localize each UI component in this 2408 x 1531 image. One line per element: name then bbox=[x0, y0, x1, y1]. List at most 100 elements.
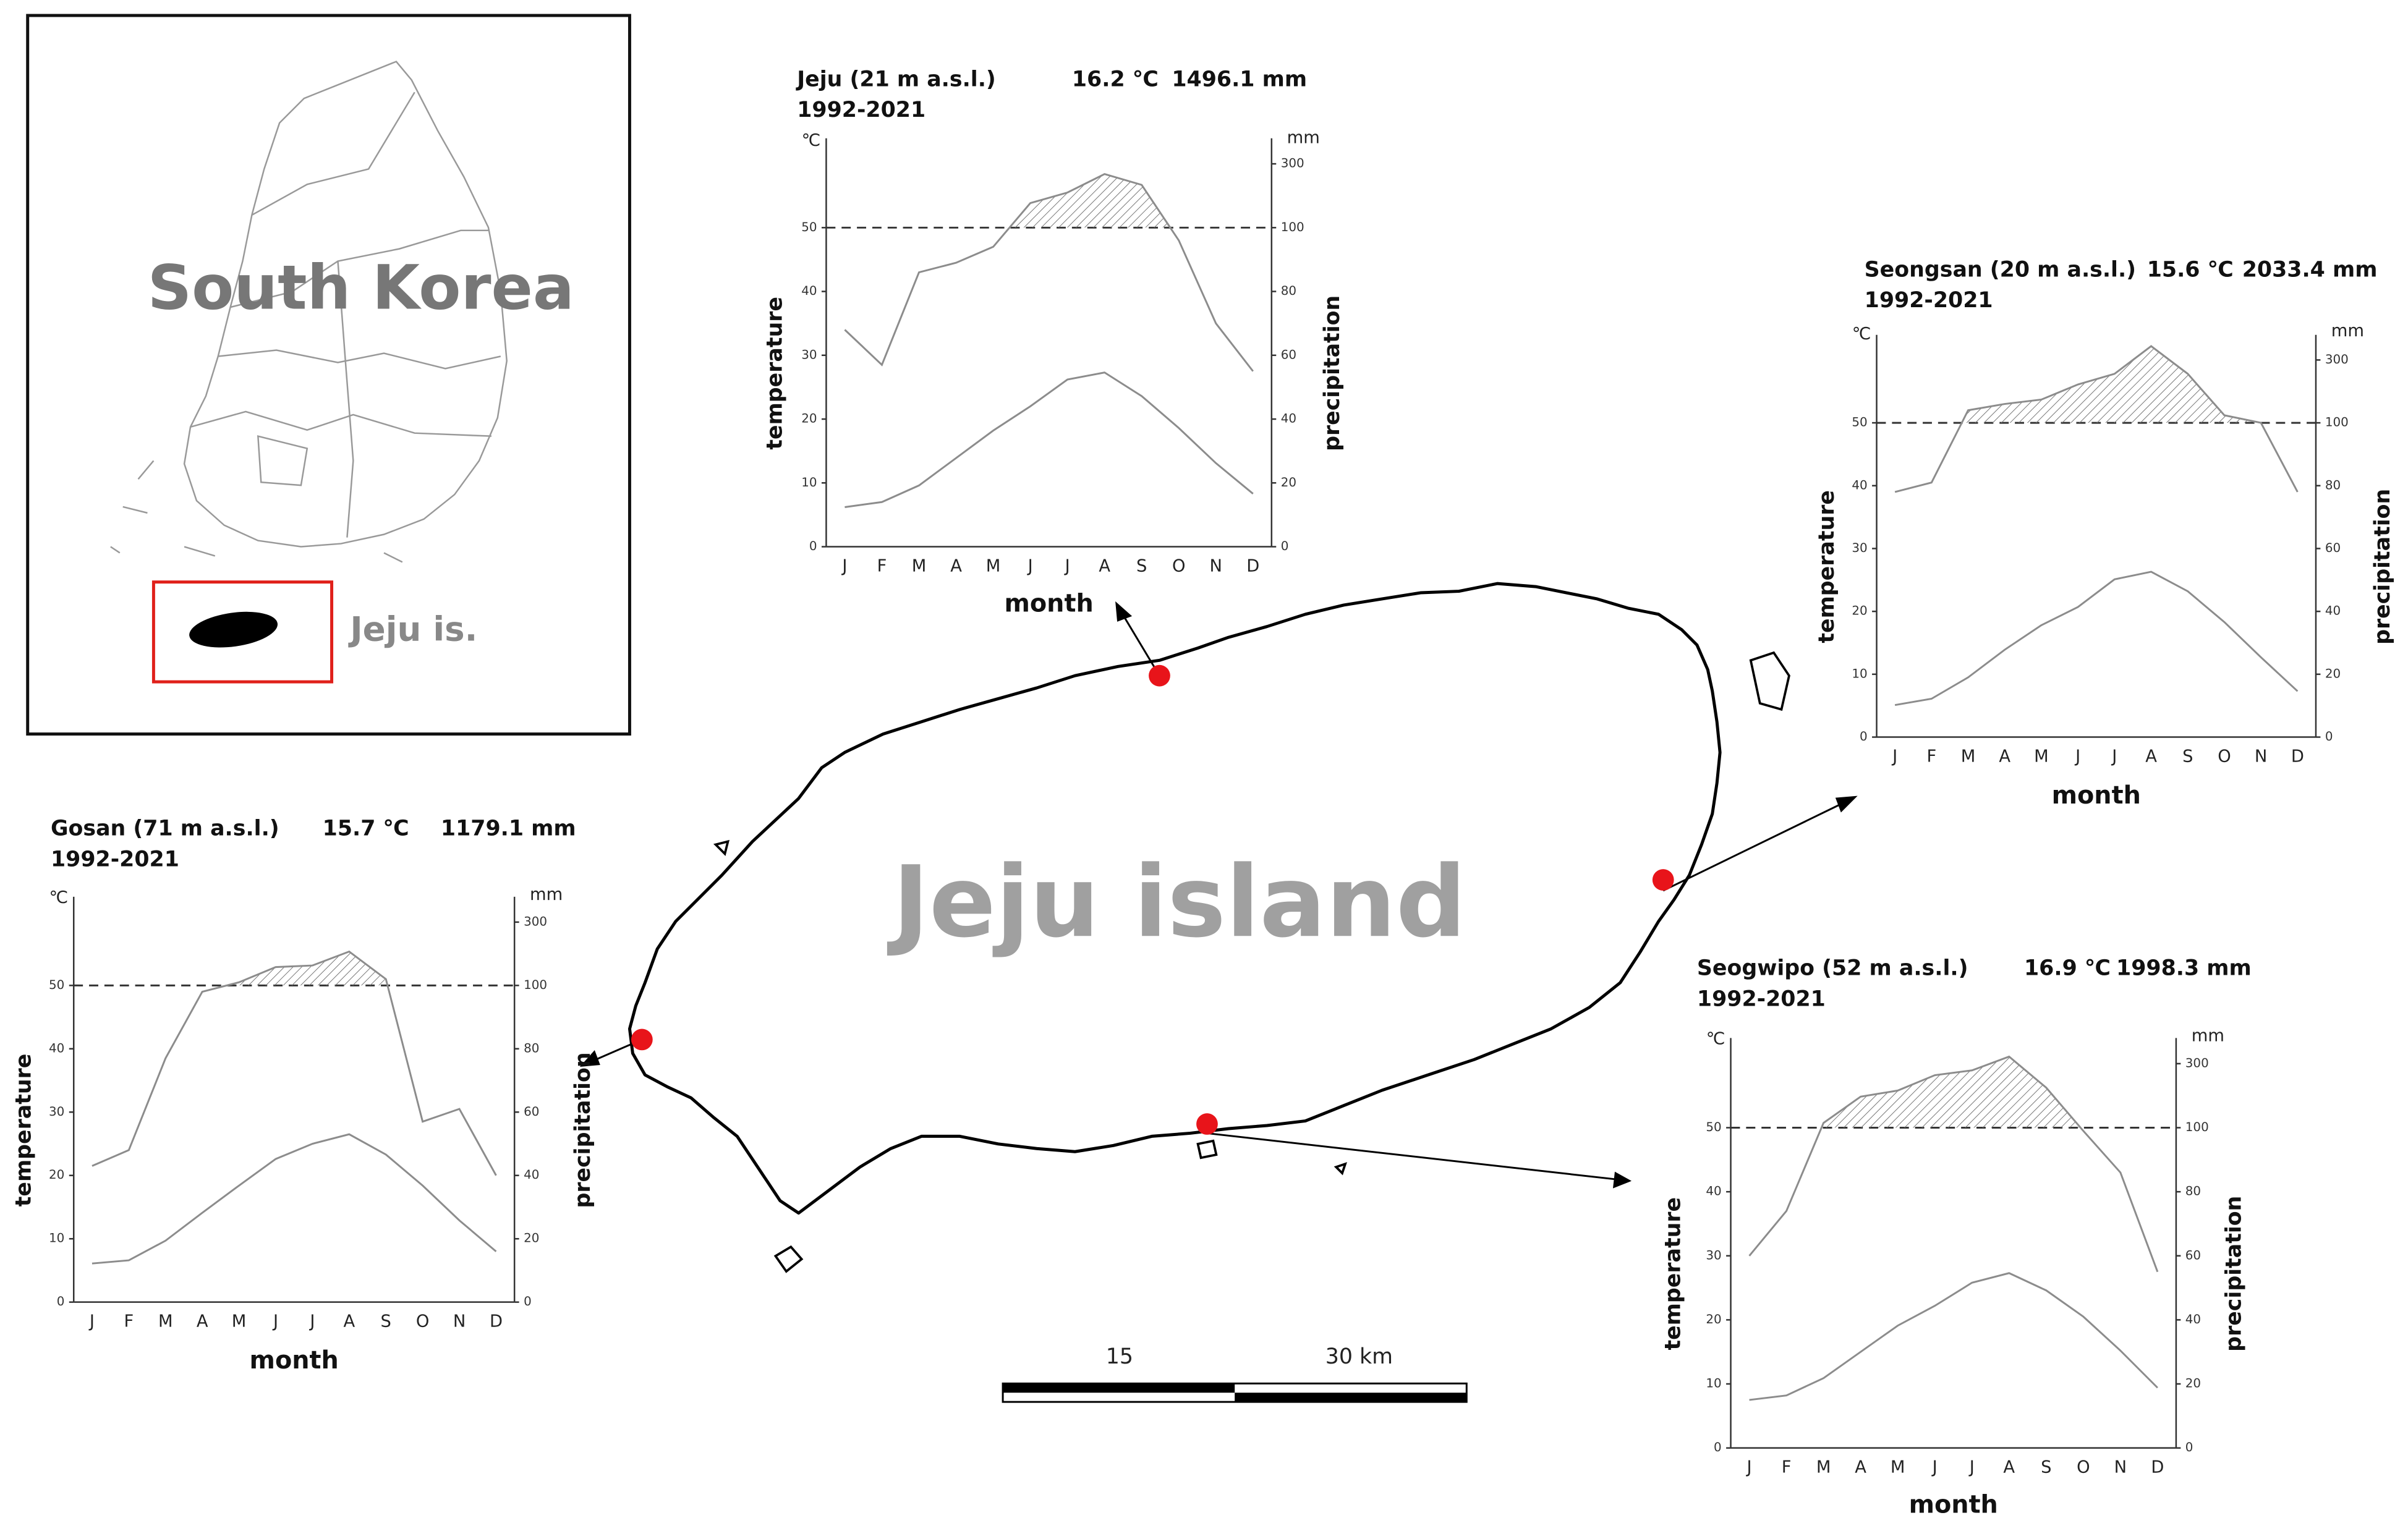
y2-tick-label: 60 bbox=[524, 1105, 539, 1119]
annotation: 1998.3 mm bbox=[2116, 956, 2252, 981]
x-tick-label: J bbox=[308, 1312, 315, 1331]
y-tick-label: 50 bbox=[1852, 415, 1867, 430]
annotation: 1179.1 mm bbox=[441, 816, 576, 841]
precipitation-line bbox=[1748, 1055, 2159, 1273]
y-tick-label: 30 bbox=[1706, 1248, 1721, 1262]
annotation: 15.6 ℃ bbox=[2147, 257, 2234, 282]
annotation: 16.2 ℃ bbox=[1072, 67, 1159, 91]
y2-tick-label: 0 bbox=[1281, 539, 1289, 553]
x-tick-label: S bbox=[381, 1312, 391, 1331]
y-axis-label: temperature bbox=[762, 297, 787, 450]
y2-tick-label: 0 bbox=[524, 1294, 532, 1308]
y2-tick-label: 20 bbox=[2325, 666, 2341, 681]
x-tick-label: D bbox=[2291, 747, 2304, 766]
x-tick-label: M bbox=[1891, 1457, 1905, 1477]
x-tick-label: J bbox=[2074, 747, 2080, 766]
x-tick-label: J bbox=[1968, 1457, 1975, 1477]
y-tick-label: 10 bbox=[49, 1231, 64, 1245]
y2-tick-label: 80 bbox=[2185, 1184, 2201, 1198]
x-tick-label: J bbox=[88, 1312, 95, 1331]
islets bbox=[713, 651, 1790, 1273]
x-axis-label: month bbox=[250, 1346, 339, 1375]
y-tick-label: 40 bbox=[1852, 478, 1867, 492]
annotation: 2033.4 mm bbox=[2242, 257, 2378, 282]
x-tick-label: A bbox=[2145, 747, 2157, 766]
x-tick-label: A bbox=[950, 556, 962, 575]
x-tick-label: F bbox=[877, 556, 887, 575]
chart-title: Jeju (21 m a.s.l.) bbox=[796, 67, 996, 91]
x-tick-label: J bbox=[2111, 747, 2117, 766]
y2-unit: mm bbox=[530, 885, 563, 904]
x-tick-label: J bbox=[841, 556, 847, 575]
y2-tick-label: 20 bbox=[524, 1231, 539, 1245]
y-tick-label: 20 bbox=[1706, 1312, 1721, 1326]
climate-diagram: Jeju (21 m a.s.l.) 1992-2021 16.2 ℃ 1496.1 … bbox=[762, 67, 1345, 617]
x-tick-label: J bbox=[1064, 556, 1070, 575]
y2-tick-label: 100 bbox=[2185, 1120, 2209, 1134]
humid-area bbox=[1895, 346, 2298, 423]
x-tick-label: F bbox=[1926, 747, 1936, 766]
y-tick-label: 0 bbox=[1860, 729, 1868, 744]
y2-tick-label: 300 bbox=[2185, 1056, 2209, 1070]
y2-tick-label: 0 bbox=[2325, 729, 2333, 744]
x-axis-label: month bbox=[2052, 781, 2141, 810]
x-tick-label: M bbox=[986, 556, 1001, 575]
y2-tick-label: 80 bbox=[524, 1041, 539, 1055]
y2-tick-label: 40 bbox=[524, 1168, 539, 1182]
x-tick-label: A bbox=[343, 1312, 355, 1331]
x-tick-label: A bbox=[1999, 747, 2010, 766]
x-tick-label: D bbox=[1246, 556, 1259, 575]
y-axis-label: temperature bbox=[1661, 1197, 1686, 1351]
x-tick-label: A bbox=[2003, 1457, 2015, 1477]
y-tick-label: 30 bbox=[1852, 541, 1867, 555]
x-tick-label: S bbox=[2041, 1457, 2051, 1477]
y-unit: ℃ bbox=[49, 888, 68, 907]
y-tick-label: 50 bbox=[1706, 1120, 1721, 1134]
y-tick-label: 10 bbox=[801, 475, 817, 490]
y-tick-label: 20 bbox=[801, 412, 817, 426]
annotation: 15.7 ℃ bbox=[323, 816, 409, 841]
y2-tick-label: 60 bbox=[2325, 541, 2341, 555]
humid-area bbox=[1749, 1056, 2158, 1128]
precipitation-line bbox=[91, 950, 497, 1176]
y2-tick-label: 0 bbox=[2185, 1440, 2193, 1454]
inset-highlight bbox=[151, 580, 334, 684]
y2-tick-label: 100 bbox=[524, 978, 547, 992]
x-tick-label: F bbox=[124, 1312, 134, 1331]
y-tick-label: 0 bbox=[57, 1294, 65, 1308]
annotation: 16.9 ℃ bbox=[2024, 956, 2111, 981]
y2-unit: mm bbox=[1287, 128, 1320, 147]
x-tick-label: S bbox=[2182, 747, 2193, 766]
y-tick-label: 30 bbox=[49, 1105, 64, 1119]
y-tick-label: 40 bbox=[801, 284, 817, 298]
x-tick-label: N bbox=[2114, 1457, 2127, 1477]
x-tick-label: M bbox=[2034, 747, 2049, 766]
y-unit: ℃ bbox=[802, 131, 821, 150]
x-tick-label: S bbox=[1136, 556, 1147, 575]
x-tick-label: J bbox=[1931, 1457, 1938, 1477]
chart-title: Gosan (71 m a.s.l.) bbox=[51, 816, 279, 841]
y-unit: ℃ bbox=[1852, 324, 1871, 344]
x-tick-label: A bbox=[1855, 1457, 1866, 1477]
temperature-line bbox=[91, 1133, 497, 1265]
humid-area bbox=[91, 951, 496, 986]
y2-axis-label: precipitation bbox=[2370, 489, 2395, 645]
scale-label: 15 bbox=[1106, 1344, 1133, 1369]
x-tick-label: A bbox=[197, 1312, 208, 1331]
y2-tick-label: 300 bbox=[1281, 156, 1304, 171]
y2-unit: mm bbox=[2192, 1026, 2224, 1045]
y2-unit: mm bbox=[2331, 321, 2364, 341]
climate-diagram: Seogwipo (52 m a.s.l.) 1992-2021 16.9 ℃ 199… bbox=[1661, 956, 2252, 1519]
y-tick-label: 20 bbox=[1852, 604, 1867, 618]
x-tick-label: O bbox=[2218, 747, 2231, 766]
x-tick-label: D bbox=[490, 1312, 503, 1331]
x-tick-label: M bbox=[158, 1312, 173, 1331]
y2-tick-label: 60 bbox=[2185, 1248, 2201, 1262]
y2-tick-label: 300 bbox=[2325, 352, 2349, 367]
y-tick-label: 0 bbox=[809, 539, 817, 553]
annotation: 1496.1 mm bbox=[1172, 67, 1307, 91]
y2-tick-label: 80 bbox=[1281, 284, 1296, 298]
precipitation-line bbox=[844, 172, 1254, 372]
temperature-line bbox=[1894, 570, 2299, 706]
